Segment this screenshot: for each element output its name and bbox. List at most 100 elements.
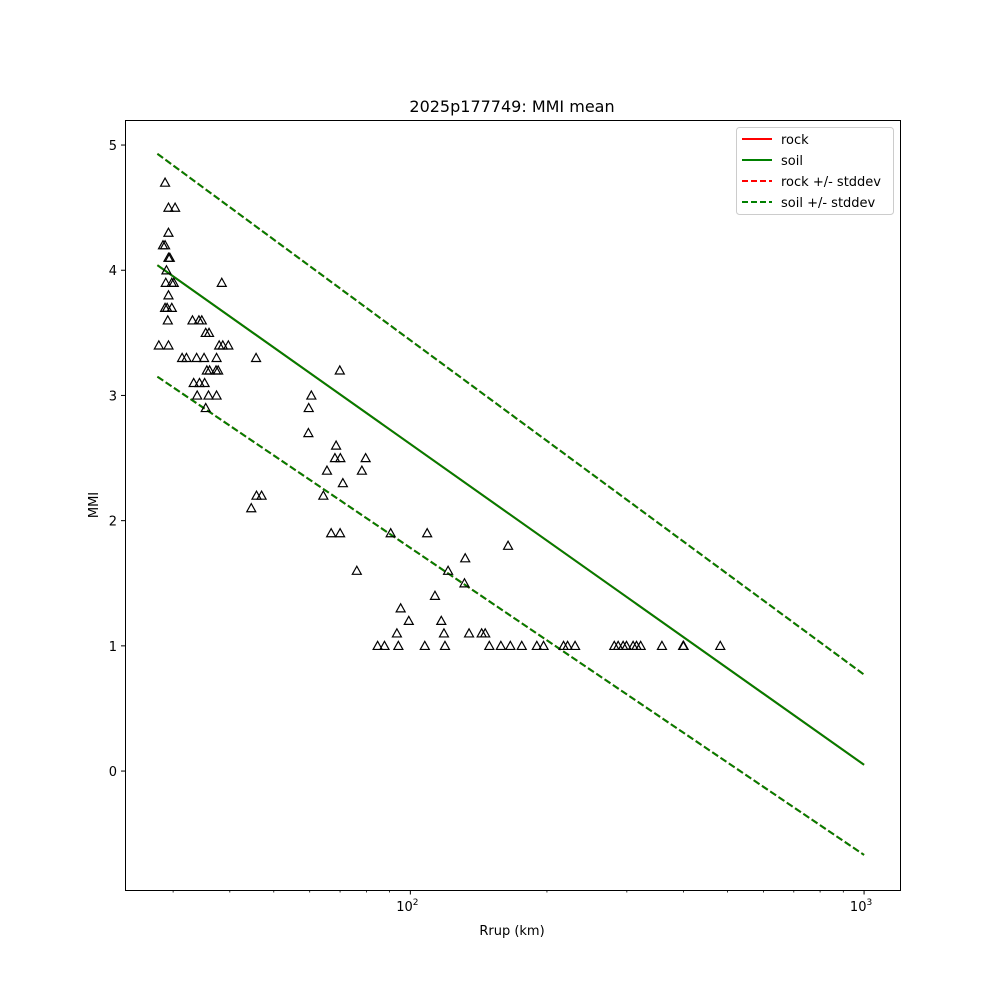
y-tick-label: 3 (109, 389, 117, 404)
data-point (334, 364, 346, 375)
data-point (191, 389, 203, 400)
data-point (164, 251, 176, 262)
data-point (385, 527, 397, 538)
chart-title: 2025p177749: MMI mean (409, 97, 614, 116)
legend-box (736, 127, 894, 215)
data-point (438, 627, 450, 638)
data-point (317, 489, 329, 500)
data-point (203, 327, 215, 338)
data-point (199, 377, 211, 388)
legend-label: soil +/- stddev (781, 196, 876, 211)
data-point (656, 640, 668, 651)
data-point (216, 277, 228, 287)
y-tick-label: 1 (109, 640, 117, 655)
data-point (217, 339, 229, 350)
data-point (337, 477, 349, 488)
data-point (303, 402, 315, 413)
data-point (538, 640, 550, 651)
data-point (153, 339, 165, 350)
legend: rock soil rock +/- stddev soil +/- stddev (736, 127, 894, 215)
data-point (162, 201, 174, 212)
data-point (321, 464, 333, 475)
data-point (162, 289, 174, 300)
data-point (159, 176, 171, 187)
data-point (429, 590, 441, 600)
data-point (186, 314, 199, 325)
legend-label: soil (781, 154, 803, 169)
data-point (356, 464, 368, 475)
data-point (159, 239, 171, 250)
data-point (495, 640, 507, 651)
y-tick-label: 5 (109, 139, 117, 154)
data-point (166, 302, 178, 312)
data-point (162, 226, 174, 237)
plot-area (125, 120, 901, 891)
y-axis: 0 1 2 3 4 5 (109, 139, 125, 780)
data-point (516, 640, 528, 651)
data-point (378, 640, 391, 651)
data-point (212, 364, 224, 375)
data-point (439, 640, 451, 651)
data-point (198, 352, 210, 363)
data-point (569, 640, 581, 651)
data-points (153, 176, 726, 651)
data-point (305, 389, 317, 400)
legend-label: rock (781, 133, 809, 148)
data-point (531, 640, 543, 651)
data-point (351, 564, 363, 575)
data-point (458, 577, 470, 588)
legend-label: rock +/- stddev (781, 175, 881, 190)
data-point (204, 364, 216, 375)
y-tick-label: 2 (109, 515, 117, 530)
data-point (329, 452, 341, 463)
data-point (162, 314, 174, 325)
data-point (463, 627, 475, 638)
data-point (162, 339, 174, 350)
series-line-soil-stddev-5 (156, 375, 865, 856)
data-point (160, 264, 172, 275)
y-tick-label: 4 (109, 264, 117, 279)
data-point (211, 389, 223, 400)
data-point (419, 640, 431, 651)
data-point (479, 627, 491, 638)
data-point (391, 627, 403, 638)
data-point (196, 314, 208, 325)
data-point (188, 377, 200, 388)
data-point (325, 527, 337, 538)
series-line-soil-stddev-4 (156, 152, 865, 676)
data-point (395, 602, 407, 613)
y-tick-label: 0 (109, 765, 117, 780)
data-point (180, 352, 192, 363)
series-lines (156, 152, 865, 856)
data-point (714, 640, 726, 651)
data-point (330, 439, 342, 450)
data-point (372, 640, 384, 651)
data-point (168, 277, 180, 287)
data-point (483, 640, 495, 651)
data-point (256, 489, 268, 500)
data-point (250, 352, 262, 363)
data-point (160, 277, 172, 287)
y-axis-label: MMI (87, 492, 102, 518)
data-point (442, 564, 454, 575)
x-axis-label: Rrup (km) (479, 924, 544, 939)
data-point (392, 640, 404, 651)
data-point (222, 339, 234, 350)
data-point (435, 615, 447, 626)
data-point (421, 527, 433, 538)
data-point (245, 502, 257, 513)
series-line-soil-1 (156, 264, 865, 766)
data-point (459, 552, 471, 563)
data-point (200, 402, 212, 413)
data-point (202, 389, 215, 400)
data-point (360, 452, 372, 463)
data-point (302, 427, 314, 438)
data-point (635, 640, 647, 651)
data-point (211, 352, 223, 363)
data-point (502, 539, 514, 550)
data-point (334, 527, 346, 538)
data-point (169, 201, 181, 212)
data-point (504, 640, 516, 651)
data-point (620, 640, 633, 651)
